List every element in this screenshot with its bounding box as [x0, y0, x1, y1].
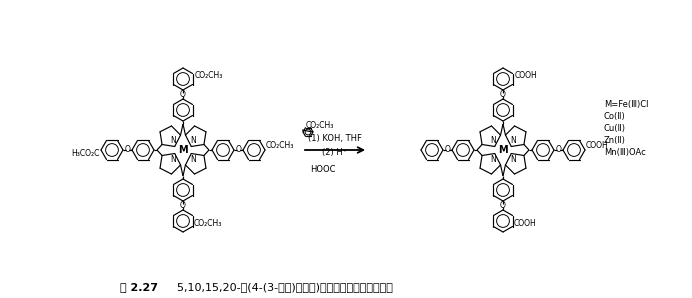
Text: O: O [125, 145, 130, 154]
Text: M: M [498, 145, 508, 155]
Text: N: N [170, 136, 176, 145]
Text: (1) KOH, THF: (1) KOH, THF [308, 134, 362, 144]
Text: N: N [490, 136, 496, 145]
Text: O: O [180, 201, 186, 210]
Text: (2) H⁺: (2) H⁺ [322, 148, 347, 158]
Text: CO₂CH₃: CO₂CH₃ [194, 220, 222, 229]
Text: 图 2.27: 图 2.27 [120, 282, 158, 292]
Text: CO₂CH₃: CO₂CH₃ [266, 140, 294, 150]
Text: COOH: COOH [514, 220, 537, 229]
Text: Co(Ⅱ): Co(Ⅱ) [604, 113, 626, 122]
Text: N: N [490, 155, 496, 164]
Text: Cu(Ⅱ): Cu(Ⅱ) [604, 125, 626, 134]
Text: 5,10,15,20-四(4-(3-罧基)苯氧基)苯基金属卧啊的合成路线: 5,10,15,20-四(4-(3-罧基)苯氧基)苯基金属卧啊的合成路线 [163, 282, 393, 292]
Text: N: N [510, 136, 516, 145]
Text: COOH: COOH [515, 72, 538, 80]
Text: N: N [510, 155, 516, 164]
Text: M: M [178, 145, 188, 155]
Text: H₃CO₂C: H₃CO₂C [72, 150, 100, 159]
Text: O: O [444, 145, 450, 154]
Text: N: N [170, 155, 176, 164]
Text: O: O [500, 90, 506, 99]
Text: N: N [190, 136, 196, 145]
Text: O: O [556, 145, 561, 154]
Text: HOOC: HOOC [310, 165, 336, 175]
Text: O: O [235, 145, 242, 154]
Text: N: N [190, 155, 196, 164]
Text: O: O [500, 201, 506, 210]
Text: CO₂CH₃: CO₂CH₃ [195, 72, 224, 80]
Text: CO₂CH₃: CO₂CH₃ [306, 122, 334, 131]
Text: COOH: COOH [586, 140, 609, 150]
Text: O: O [180, 90, 186, 99]
Text: Mn(Ⅲ)OAc: Mn(Ⅲ)OAc [604, 148, 646, 158]
Text: M=Fe(Ⅲ)Cl: M=Fe(Ⅲ)Cl [604, 100, 648, 109]
Text: Zn(Ⅱ): Zn(Ⅱ) [604, 136, 626, 145]
